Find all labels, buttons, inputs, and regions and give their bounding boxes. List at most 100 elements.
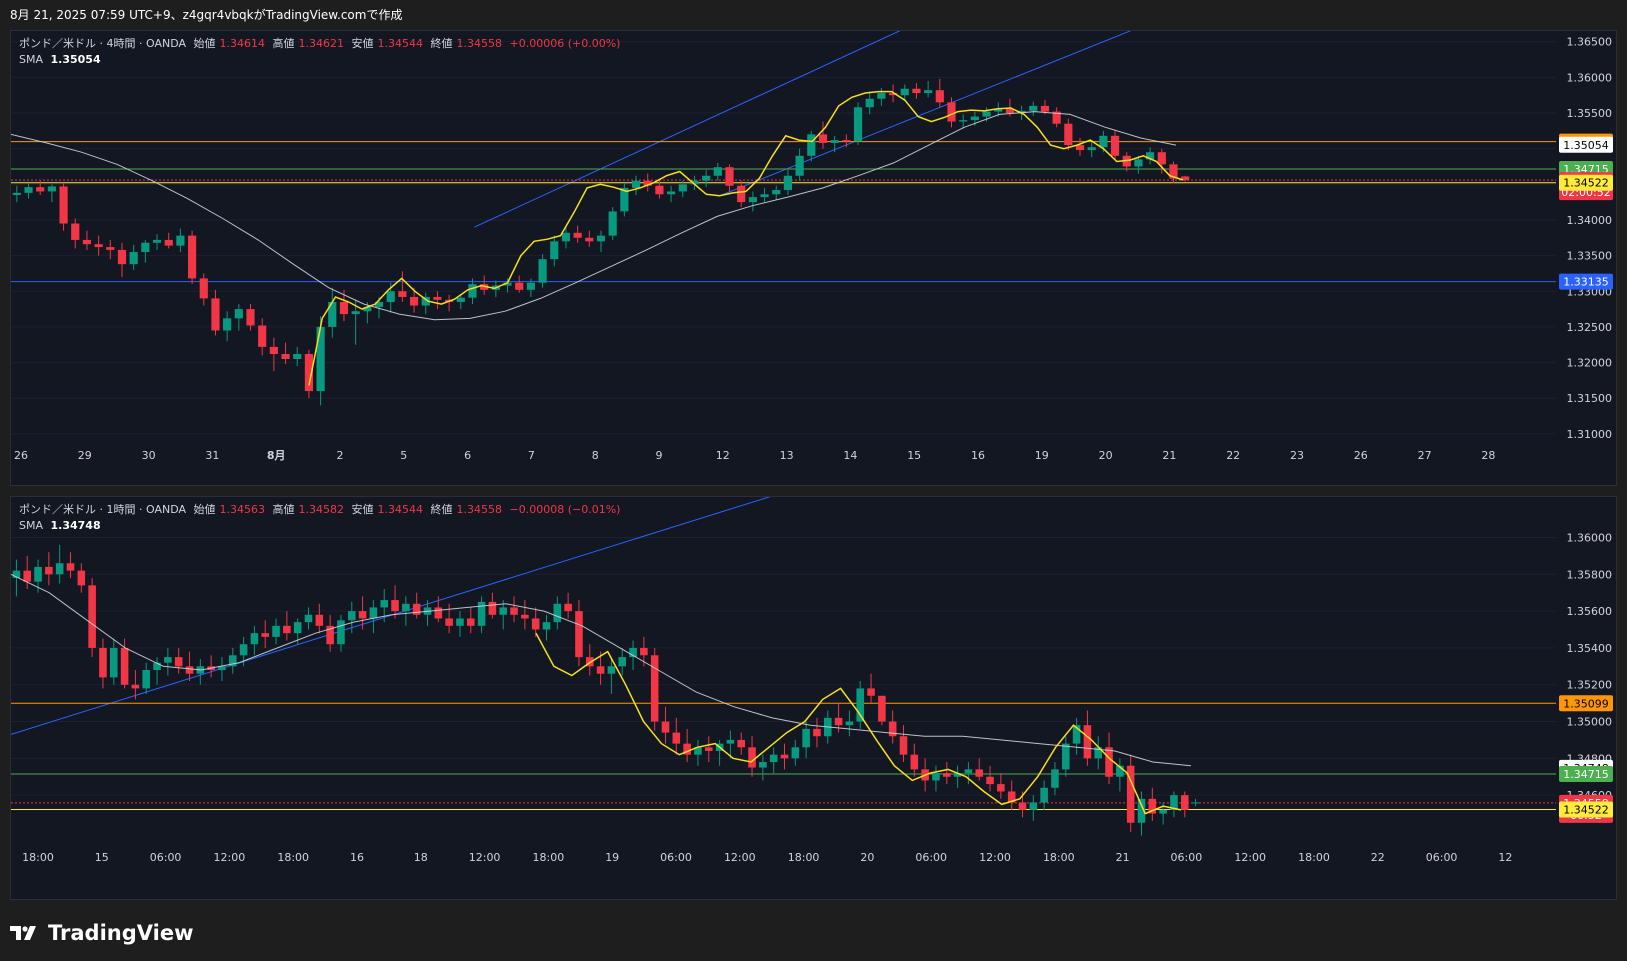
candle-body — [694, 747, 702, 755]
candle-body — [1146, 152, 1155, 160]
candle-body — [842, 140, 851, 142]
x-tick-label: 31 — [205, 449, 219, 462]
x-tick-label: 12:00 — [724, 851, 756, 864]
sma-label[interactable]: SMA — [19, 53, 43, 66]
candle-body — [1148, 798, 1157, 814]
candle-body — [1087, 147, 1096, 151]
legend-low: 1.34544 — [377, 37, 424, 50]
legend-1h: ポンド／米ドル · 1時間 · OANDA 始値 1.34563 高値 1.3458… — [19, 501, 624, 517]
candle-body — [596, 666, 605, 674]
candle-body — [218, 666, 226, 670]
x-tick-label: 13 — [780, 449, 794, 462]
legend-high-label: 高値 — [272, 503, 295, 516]
price-label: 1.33135 — [1563, 276, 1609, 289]
candle-body — [174, 657, 183, 667]
candle-body — [1099, 135, 1108, 148]
candle-body — [412, 603, 421, 615]
x-tick-label: 16 — [971, 449, 985, 462]
x-tick-label: 8 — [592, 449, 599, 462]
candle-body — [129, 252, 138, 265]
x-tick-label: 23 — [1290, 449, 1304, 462]
candle-body — [704, 747, 713, 751]
legend-high-label: 高値 — [272, 37, 295, 50]
candle-body — [888, 721, 897, 737]
candle-body — [672, 732, 681, 744]
y-tick-label: 1.35500 — [1567, 107, 1613, 120]
candle-body — [970, 116, 979, 121]
candle-body — [964, 769, 973, 774]
candle-body — [1064, 123, 1073, 146]
x-tick-label: 30 — [142, 449, 156, 462]
candle-body — [409, 296, 419, 306]
candle-body — [510, 607, 518, 615]
candle-body — [538, 259, 547, 283]
candle-body — [211, 298, 220, 331]
legend-high: 1.34621 — [298, 37, 345, 50]
candle-body — [1159, 809, 1167, 814]
candle-body — [1191, 802, 1200, 804]
price-label-box — [1559, 136, 1613, 153]
candle-body — [326, 625, 334, 645]
candle-body — [188, 235, 197, 279]
legend-symbol[interactable]: ポンド／米ドル · 1時間 · OANDA — [19, 503, 186, 516]
candle-body — [959, 120, 968, 122]
candle-body — [369, 607, 378, 619]
x-tick-label: 22 — [1371, 851, 1385, 864]
candle-body — [748, 197, 757, 203]
candle-body — [737, 185, 746, 203]
sma-label[interactable]: SMA — [19, 519, 43, 532]
candle-body — [1170, 795, 1178, 810]
legend-symbol[interactable]: ポンド／米ドル · 4時間 · OANDA — [19, 37, 186, 50]
y-tick-label: 1.32500 — [1567, 321, 1613, 334]
candle-body — [153, 662, 161, 670]
candle-body — [466, 618, 475, 626]
fast-ma-line — [308, 90, 1184, 386]
x-tick-label: 19 — [605, 851, 619, 864]
sma-line — [11, 573, 1192, 767]
candle-body — [488, 601, 497, 615]
candle-body — [953, 773, 962, 777]
candle-body — [347, 611, 356, 621]
price-label: 1.34522 — [1563, 804, 1609, 817]
x-tick-label: 12:00 — [469, 851, 501, 864]
price-label-box — [1559, 801, 1613, 818]
chart-panel-1h[interactable]: 1.346001.348001.350001.352001.354001.356… — [10, 496, 1617, 900]
candle-body — [618, 657, 627, 667]
x-tick-label: 12:00 — [214, 851, 246, 864]
candle-body — [258, 325, 267, 347]
candle-body — [293, 622, 302, 634]
x-tick-label: 18:00 — [788, 851, 820, 864]
candle-body — [246, 309, 255, 326]
candle-body — [573, 232, 582, 238]
candle-body — [468, 284, 477, 298]
chart-panel-4h[interactable]: 1.31000 1.31500 1.32000 1.32500 1.33000 1.335… — [10, 30, 1617, 486]
candle-body — [109, 647, 118, 678]
x-tick-label: 8月 — [267, 449, 286, 462]
candle-body — [818, 134, 828, 143]
chart-svg-4h[interactable]: 1.310001.315001.320001.325001.330001.335… — [11, 31, 1618, 487]
candle-body — [748, 747, 756, 768]
candle-body — [339, 301, 349, 315]
price-label-box — [1559, 695, 1613, 712]
tradingview-logo[interactable]: TradingView — [10, 918, 193, 948]
candle-body — [845, 721, 854, 726]
candle-body — [994, 108, 1003, 112]
candle-body — [477, 601, 486, 626]
candle-body — [82, 239, 92, 245]
chart-svg-1h[interactable]: 1.346001.348001.350001.352001.354001.356… — [11, 497, 1618, 901]
candle-body — [456, 618, 464, 626]
candle-body — [503, 282, 512, 286]
x-tick-label: 29 — [78, 449, 92, 462]
candle-body — [643, 180, 652, 186]
candle-body — [947, 102, 956, 122]
candle-body — [650, 655, 659, 722]
candle-body — [924, 90, 933, 94]
x-tick-label: 5 — [400, 449, 407, 462]
candle-body — [683, 743, 691, 755]
candle-body — [1116, 765, 1124, 777]
candle-body — [620, 187, 629, 212]
candle-body — [856, 688, 865, 722]
candle-body — [713, 167, 722, 176]
y-tick-label: 1.32000 — [1567, 357, 1613, 370]
candle-body — [12, 192, 21, 195]
